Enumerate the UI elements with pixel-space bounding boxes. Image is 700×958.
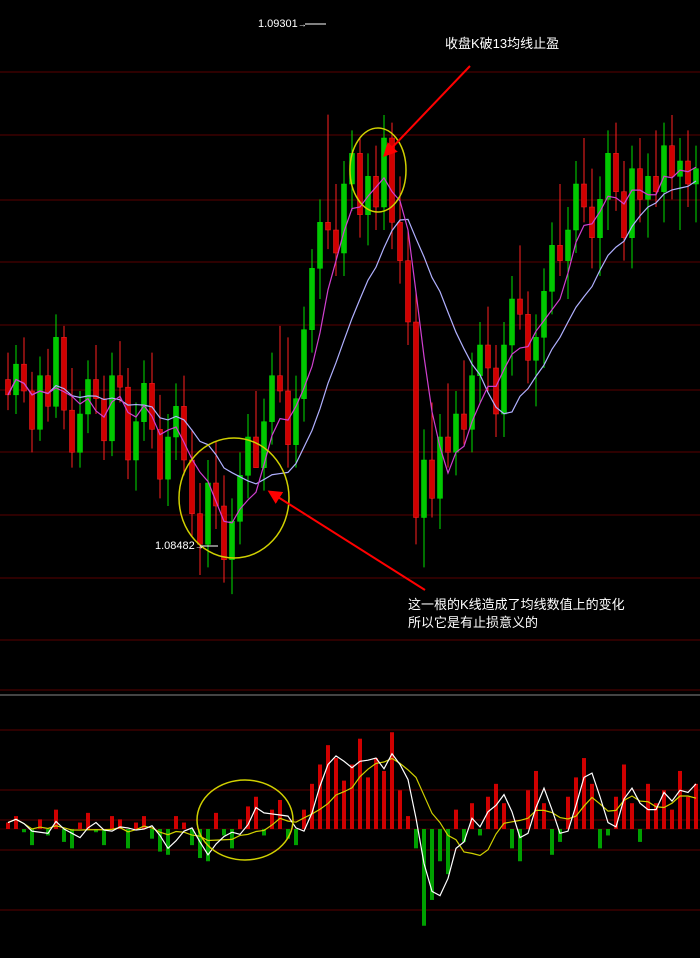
low-price-label: 1.08482→ <box>155 540 204 552</box>
chart-svg <box>0 0 700 958</box>
annotation-bottom: 这一根的K线造成了均线数值上的变化 所以它是有止损意义的 <box>408 596 625 632</box>
high-price-label: 1.09301→ <box>258 18 307 30</box>
trading-chart: 1.09301→ 1.08482→ 收盘K破13均线止盈 这一根的K线造成了均线… <box>0 0 700 958</box>
annotation-top: 收盘K破13均线止盈 <box>445 35 559 53</box>
